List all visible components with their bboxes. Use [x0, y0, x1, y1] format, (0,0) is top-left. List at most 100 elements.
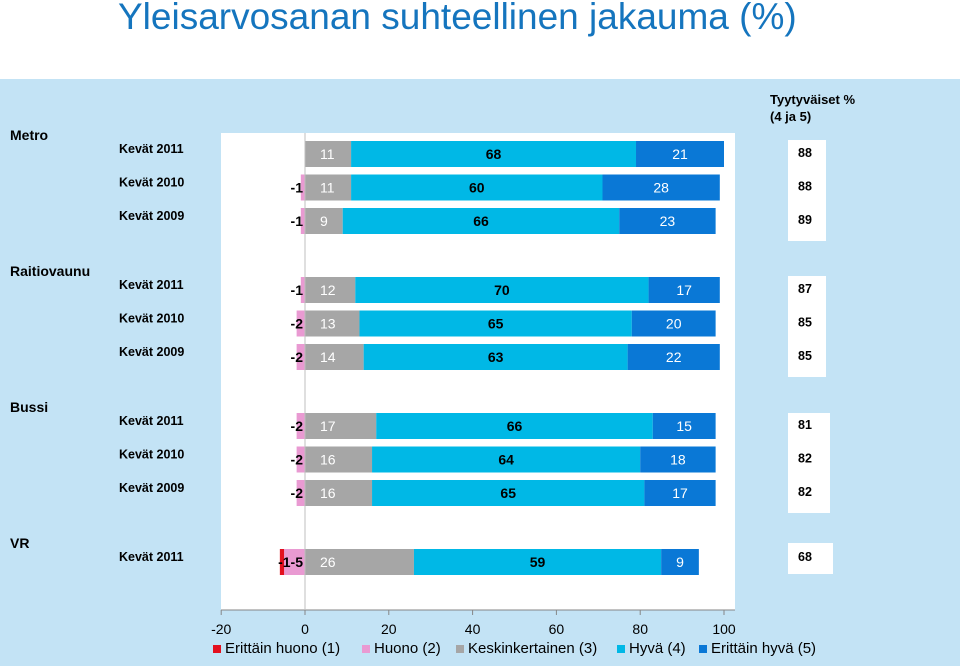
satisfied-box — [788, 140, 826, 241]
page-title: Yleisarvosanan suhteellinen jakauma (%) — [118, 0, 797, 37]
data-label: 68 — [486, 146, 502, 162]
bar-segment-very-good — [627, 344, 720, 370]
bar-segment-very-good — [636, 141, 724, 167]
period-label: Kevät 2011 — [119, 142, 184, 156]
data-label: 12 — [320, 282, 336, 298]
legend-swatch — [456, 645, 464, 653]
legend-entry: Erittäin huono (1) — [225, 640, 340, 657]
data-label: 17 — [320, 418, 336, 434]
satisfied-header: (4 ja 5) — [770, 109, 811, 124]
bar-segment-good — [351, 174, 603, 201]
negative-data-label: -1 — [291, 180, 304, 196]
bar-segment-mid — [305, 480, 373, 506]
period-label: Kevät 2010 — [119, 176, 184, 190]
data-label: 65 — [500, 485, 516, 501]
bar-segment-poor — [296, 344, 305, 370]
data-label: 14 — [320, 349, 336, 365]
bar-segment-good — [372, 446, 641, 473]
satisfied-value: 87 — [798, 282, 812, 296]
x-tick-label: 20 — [381, 621, 397, 637]
negative-data-label: -1-5 — [278, 554, 303, 570]
bar-segment-poor — [300, 174, 305, 201]
bar-segment-very-good — [640, 446, 716, 473]
x-tick-label: 100 — [712, 621, 736, 637]
bar-segment-poor — [300, 277, 305, 303]
negative-data-label: -2 — [291, 316, 304, 332]
data-label: 65 — [488, 316, 504, 332]
data-label: 20 — [666, 316, 682, 332]
bar-segment-good — [413, 549, 662, 575]
data-label: 70 — [494, 282, 510, 298]
negative-data-label: -1 — [291, 282, 304, 298]
labels-layer: Metro Kevät 2011 11 68 21 Kevät 2010 11 60 28 -1 K… — [10, 127, 692, 570]
data-label: 64 — [498, 452, 514, 468]
legend-entry: Huono (2) — [374, 640, 441, 657]
period-label: Kevät 2010 — [119, 312, 184, 326]
satisfied-value: 68 — [798, 550, 812, 564]
bar-segment-mid — [305, 174, 352, 201]
satisfied-value: 81 — [798, 418, 812, 432]
data-label: 26 — [320, 554, 336, 570]
x-tick-label: 40 — [465, 621, 481, 637]
data-label: 22 — [666, 349, 682, 365]
data-label: 66 — [507, 418, 523, 434]
data-label: 11 — [320, 146, 335, 162]
bar-segment-good — [376, 413, 653, 439]
negative-data-label: -2 — [291, 452, 304, 468]
bar-segment-poor — [296, 480, 305, 506]
satisfied-sidebar: 88 88 89 87 85 85 81 82 82 68 Tyytyväiset % (4 ja 5… — [770, 92, 855, 574]
bar-segment-mid — [305, 310, 360, 337]
satisfied-box — [788, 543, 833, 574]
legend-swatch — [699, 645, 707, 653]
plot-area — [221, 133, 735, 610]
bar-segment-poor — [296, 310, 305, 337]
data-label: 9 — [676, 554, 684, 570]
group-label: Bussi — [10, 399, 48, 415]
negative-data-label: -1 — [291, 213, 304, 229]
bar-segment-mid — [305, 344, 364, 370]
bars-layer — [279, 141, 724, 575]
legend-swatch — [617, 645, 625, 653]
x-tick-label: -20 — [211, 621, 231, 637]
negative-data-label: -2 — [291, 485, 304, 501]
bar-segment-mid — [305, 277, 356, 303]
satisfied-box — [788, 413, 830, 513]
satisfied-value: 88 — [798, 180, 812, 194]
data-label: 16 — [320, 452, 336, 468]
data-label: 66 — [473, 213, 489, 229]
data-label: 59 — [530, 554, 546, 570]
period-label: Kevät 2011 — [119, 414, 184, 428]
bar-segment-good — [359, 310, 632, 337]
data-label: 18 — [670, 452, 686, 468]
data-label: 9 — [320, 213, 328, 229]
x-tick-label: 80 — [632, 621, 648, 637]
bar-segment-mid — [305, 549, 414, 575]
bar-segment-very-good — [619, 208, 716, 234]
bar-segment-very-poor — [279, 549, 285, 575]
bar-segment-mid — [305, 141, 352, 167]
data-label: 17 — [676, 282, 692, 298]
bar-segment-good — [372, 480, 645, 506]
data-label: 17 — [672, 485, 688, 501]
period-label: Kevät 2011 — [119, 550, 184, 564]
bar-segment-good — [355, 277, 649, 303]
satisfied-box — [788, 276, 826, 377]
period-label: Kevät 2010 — [119, 448, 184, 462]
satisfied-value: 89 — [798, 213, 812, 227]
period-label: Kevät 2009 — [119, 209, 184, 223]
group-label: VR — [10, 535, 29, 551]
bar-segment-very-good — [602, 174, 720, 201]
bar-segment-very-good — [648, 277, 720, 303]
period-label: Kevät 2011 — [119, 278, 184, 292]
data-label: 23 — [660, 213, 676, 229]
legend-entry: Erittäin hyvä (5) — [711, 640, 816, 657]
bar-segment-good — [342, 208, 620, 234]
group-label: Metro — [10, 127, 48, 143]
data-label: 16 — [320, 485, 336, 501]
legend-swatch — [362, 645, 370, 653]
bar-segment-mid — [305, 413, 377, 439]
x-tick-label: 0 — [301, 621, 309, 637]
x-tick-label: 60 — [549, 621, 565, 637]
period-label: Kevät 2009 — [119, 345, 184, 359]
